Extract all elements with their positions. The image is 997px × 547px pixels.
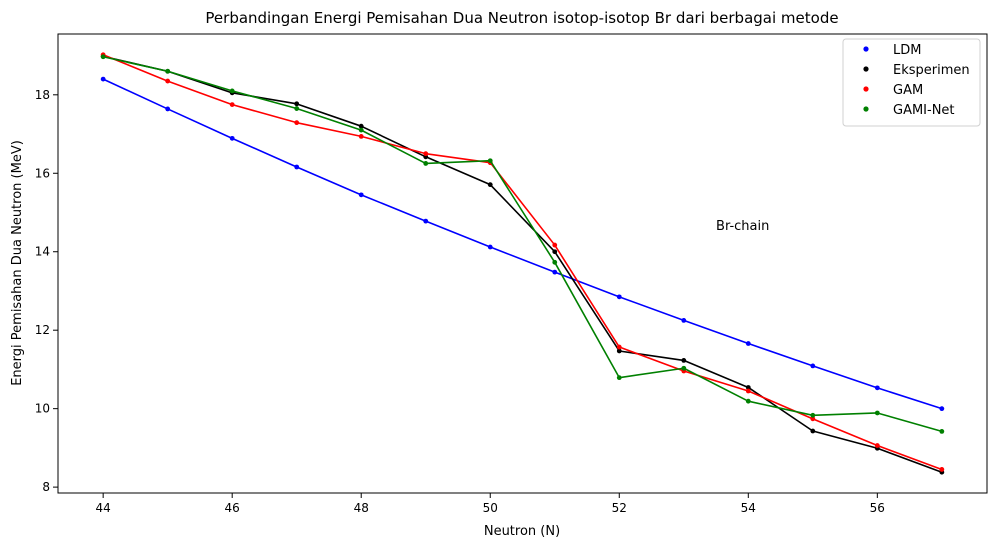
series-line-gami-net [102, 55, 943, 433]
data-point-eksperimen [487, 182, 493, 188]
x-tick-label: 52 [612, 501, 627, 515]
data-point-gami-net [874, 410, 880, 416]
data-point-eksperimen [294, 101, 300, 107]
data-point-gam [939, 467, 945, 472]
data-point-ldm [487, 244, 493, 250]
x-tick-label: 56 [870, 501, 885, 515]
y-axis-label: Energi Pemisahan Dua Neutron (MeV) [10, 140, 25, 386]
data-point-gam [294, 120, 300, 126]
y-tick-label: 8 [42, 480, 50, 494]
x-axis-label: Neutron (N) [484, 524, 560, 539]
legend-label-gam: GAM [893, 83, 923, 98]
data-point-gami-net [229, 88, 235, 94]
data-point-ldm [294, 164, 300, 170]
data-point-gami-net [552, 259, 558, 265]
data-point-ldm [681, 317, 687, 323]
data-point-ldm [100, 76, 106, 82]
data-point-ldm [552, 269, 558, 275]
data-point-ldm [616, 294, 622, 300]
x-tick-label: 46 [225, 501, 240, 515]
data-point-gami-net [487, 158, 493, 164]
data-point-gami-net [810, 412, 816, 418]
data-point-gam [358, 133, 364, 139]
data-point-gami-net [294, 106, 300, 111]
data-point-gami-net [100, 54, 106, 60]
annotation-br-chain: Br-chain [716, 219, 769, 234]
y-tick-label: 18 [35, 88, 50, 102]
data-point-gami-net [681, 365, 687, 371]
series-line-gam [102, 54, 943, 471]
y-tick-label: 14 [35, 245, 50, 259]
data-point-gam [552, 242, 558, 248]
legend-frame [842, 38, 981, 127]
legend-marker-gam [863, 86, 869, 92]
x-axis: 44 46 48 50 52 54 56 [96, 493, 885, 515]
data-point-gami-net [358, 127, 364, 133]
data-point-eksperimen [358, 123, 364, 129]
data-point-eksperimen [552, 249, 558, 255]
data-point-ldm [165, 106, 171, 112]
x-tick-label: 50 [483, 501, 498, 515]
data-point-gami-net [939, 429, 945, 434]
data-point-eksperimen [681, 358, 687, 363]
y-tick-label: 12 [35, 323, 50, 337]
data-point-ldm [874, 385, 880, 391]
data-point-eksperimen [745, 385, 751, 390]
series-layer [100, 52, 945, 475]
data-point-gam [229, 102, 235, 108]
legend: LDM Eksperimen GAM GAMI-Net [842, 38, 981, 127]
data-point-ldm [423, 218, 429, 224]
data-point-gami-net [423, 161, 429, 166]
data-point-eksperimen [616, 348, 622, 354]
legend-label-eksperimen: Eksperimen [893, 63, 970, 78]
x-tick-label: 44 [96, 501, 111, 515]
series-line-eksperimen [102, 55, 943, 473]
x-tick-label: 48 [354, 501, 369, 515]
series-line-ldm [102, 78, 943, 410]
y-axis: 8 10 12 14 16 18 [35, 88, 58, 494]
legend-marker-eksperimen [863, 66, 869, 72]
data-point-gami-net [165, 68, 171, 74]
legend-marker-gami-net [863, 106, 869, 112]
y-tick-label: 16 [35, 166, 50, 180]
data-point-ldm [810, 363, 816, 369]
data-point-ldm [745, 341, 751, 346]
x-tick-label: 54 [741, 501, 756, 515]
data-point-ldm [939, 406, 945, 412]
legend-label-ldm: LDM [893, 43, 921, 58]
legend-marker-ldm [863, 46, 869, 52]
plot-area [57, 33, 988, 494]
data-point-eksperimen [810, 428, 816, 434]
legend-label-gami-net: GAMI-Net [893, 103, 955, 118]
data-point-gam [165, 78, 171, 84]
data-point-gam [616, 344, 622, 350]
y-tick-label: 10 [35, 402, 50, 416]
data-point-gam [745, 388, 751, 394]
chart-title: Perbandingan Energi Pemisahan Dua Neutro… [205, 9, 838, 27]
data-point-gam [810, 416, 816, 422]
data-point-gami-net [745, 398, 751, 404]
data-point-gam [423, 151, 429, 157]
plot-frame [57, 33, 988, 494]
data-point-ldm [229, 135, 235, 141]
data-point-gami-net [616, 375, 622, 381]
data-point-gam [874, 443, 880, 448]
data-point-ldm [358, 192, 364, 198]
